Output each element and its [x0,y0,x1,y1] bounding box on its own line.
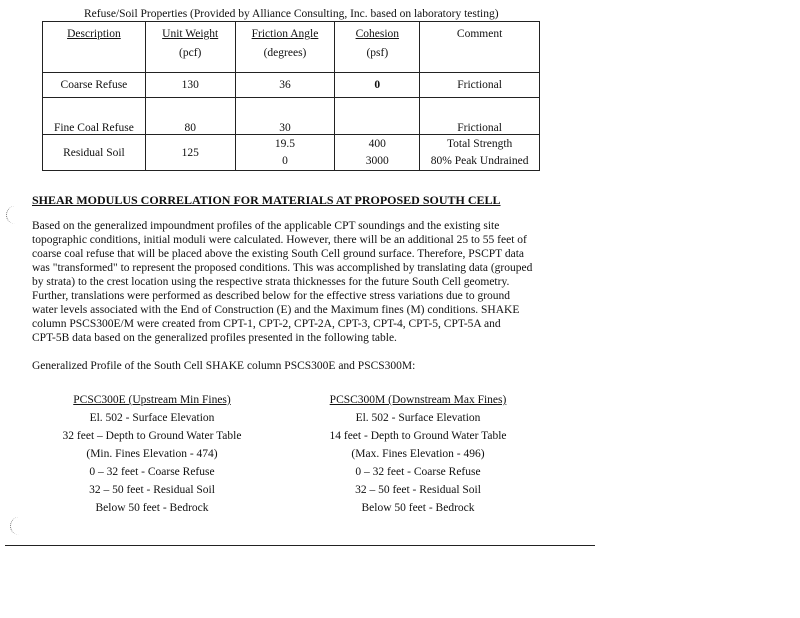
punch-mark [10,517,21,535]
paragraph-line: Based on the generalized impoundment pro… [32,220,500,232]
profile-title: PCSC300E (Upstream Min Fines) [73,394,231,406]
cohesion-value: 400 [368,137,386,150]
table-row: Fine Coal Refuse 80 30 Frictional [42,97,540,135]
paragraph-line: coarse coal refuse that will be placed a… [32,248,525,260]
cell-unit-weight: 130 [144,72,236,98]
cell-cohesion: 0 [334,72,421,98]
cell-friction: 36 [234,72,336,98]
profile-line: Below 50 feet - Bedrock [95,502,209,514]
comment-value: Total Strength [446,137,513,150]
profile-title: PCSC300M (Downstream Max Fines) [329,394,507,406]
profile-line: 14 feet - Depth to Ground Water Table [329,430,507,442]
cell-friction: 30 [234,97,336,135]
profile-line: (Max. Fines Elevation - 496) [351,448,485,460]
friction-value: 19.5 [274,137,296,150]
header-label: Description [67,28,121,40]
paragraph-line: topographic conditions, initial moduli w… [32,234,527,246]
section-heading: SHEAR MODULUS CORRELATION FOR MATERIALS … [32,193,501,207]
paragraph-line: CPT-5B data based on the generalized pro… [32,332,397,344]
profile-intro: Generalized Profile of the South Cell SH… [32,360,416,372]
table-header-row: Description Unit Weight (pcf) Friction An… [42,21,540,73]
table-row: Residual Soil 125 19.5 0 400 3000 Total St… [42,134,540,171]
header-unit: (pcf) [179,47,202,59]
refuse-soil-properties-table: Description Unit Weight (pcf) Friction An… [42,21,540,171]
cell-cohesion [334,97,421,135]
paragraph-line: water levels associated with the End of … [32,304,520,316]
header-label: Friction Angle [251,28,319,40]
profile-line: El. 502 - Surface Elevation [89,412,215,424]
cell-comment: Total Strength 80% Peak Undrained [419,134,540,171]
header-label: Unit Weight [162,28,219,40]
header-unit-weight: Unit Weight (pcf) [144,21,236,73]
friction-value: 0 [282,154,288,167]
header-cohesion: Cohesion (psf) [334,21,421,73]
cohesion-value: 3000 [365,154,389,167]
cell-comment: Frictional [419,97,540,135]
profile-line: 32 – 50 feet - Residual Soil [355,484,481,496]
profile-line: 0 – 32 feet - Coarse Refuse [89,466,215,478]
header-label: Cohesion [355,28,400,40]
table-row: Coarse Refuse 130 36 0 Frictional [42,72,540,98]
profile-line: 32 feet – Depth to Ground Water Table [62,430,242,442]
comment-value: 80% Peak Undrained [430,154,529,167]
cell-comment: Frictional [419,72,540,98]
profile-line: 32 – 50 feet - Residual Soil [89,484,215,496]
header-label: Comment [456,28,503,40]
header-description: Description [42,21,146,73]
paragraph-line: Further, translations were performed as … [32,290,511,302]
cell-description: Residual Soil [42,134,146,171]
paragraph-line: by strata) to the crest location using t… [32,276,510,288]
page-divider [5,545,595,546]
cell-cohesion: 400 3000 [334,134,421,171]
cell-unit-weight: 80 [144,97,236,135]
cell-description: Coarse Refuse [42,72,146,98]
header-friction-angle: Friction Angle (degrees) [234,21,336,73]
paragraph-line: was "transformed" to represent the propo… [32,262,533,274]
profile-downstream: PCSC300M (Downstream Max Fines) El. 502 … [288,394,548,520]
profile-line: 0 – 32 feet - Coarse Refuse [355,466,481,478]
table-caption: Refuse/Soil Properties (Provided by Alli… [84,8,499,20]
header-unit: (degrees) [263,47,307,59]
profile-line: (Min. Fines Elevation - 474) [86,448,218,460]
paragraph-line: column PSCS300E/M were created from CPT-… [32,318,501,330]
profile-upstream: PCSC300E (Upstream Min Fines) El. 502 - … [22,394,282,520]
profile-line: Below 50 feet - Bedrock [361,502,475,514]
punch-mark [6,206,17,224]
profile-line: El. 502 - Surface Elevation [355,412,481,424]
header-comment: Comment [419,21,540,73]
header-unit: (psf) [366,47,389,59]
cell-unit-weight: 125 [144,134,236,171]
cell-friction: 19.5 0 [234,134,336,171]
cell-description: Fine Coal Refuse [42,97,146,135]
